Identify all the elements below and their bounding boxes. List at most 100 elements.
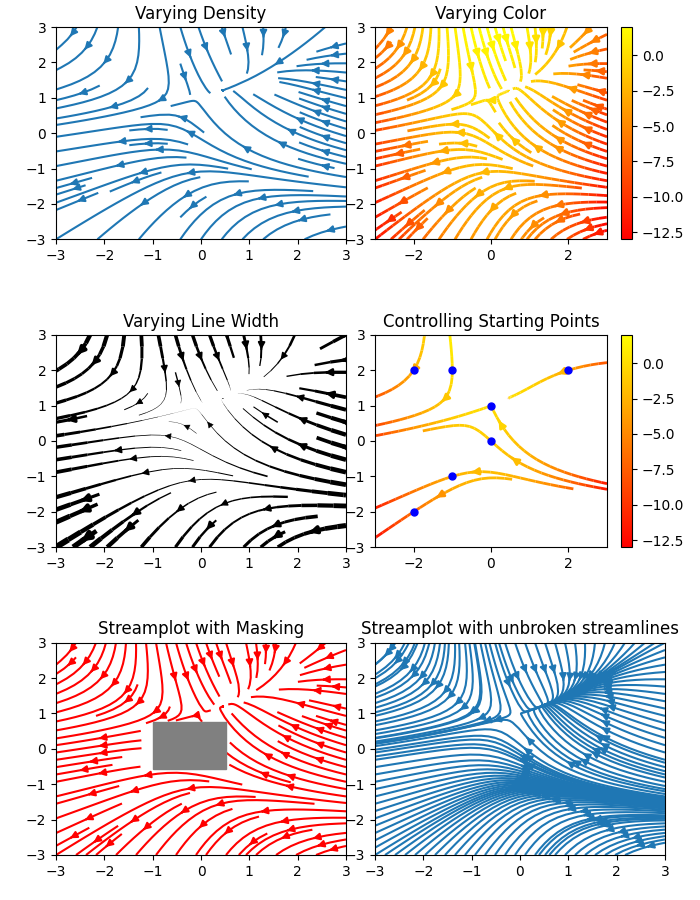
FancyArrowPatch shape — [385, 649, 392, 656]
FancyArrowPatch shape — [136, 698, 144, 705]
FancyArrowPatch shape — [181, 72, 186, 80]
FancyArrowPatch shape — [132, 508, 140, 515]
FancyArrowPatch shape — [573, 760, 581, 767]
FancyArrowPatch shape — [507, 785, 514, 790]
FancyArrowPatch shape — [217, 652, 222, 659]
FancyArrowPatch shape — [566, 802, 573, 808]
FancyArrowPatch shape — [101, 671, 107, 679]
FancyArrowPatch shape — [557, 40, 564, 50]
FancyArrowPatch shape — [298, 702, 304, 707]
FancyArrowPatch shape — [117, 161, 124, 166]
FancyArrowPatch shape — [505, 679, 510, 687]
FancyArrowPatch shape — [281, 818, 288, 824]
FancyArrowPatch shape — [125, 696, 132, 702]
FancyArrowPatch shape — [188, 785, 195, 790]
FancyArrowPatch shape — [540, 192, 547, 197]
FancyArrowPatch shape — [132, 787, 139, 792]
FancyArrowPatch shape — [244, 147, 251, 152]
FancyArrowPatch shape — [519, 780, 525, 787]
FancyArrowPatch shape — [323, 677, 330, 682]
FancyArrowPatch shape — [430, 679, 438, 686]
FancyArrowPatch shape — [100, 734, 106, 740]
FancyArrowPatch shape — [542, 794, 550, 799]
FancyArrowPatch shape — [244, 43, 249, 50]
FancyArrowPatch shape — [261, 772, 268, 778]
FancyArrowPatch shape — [284, 735, 290, 742]
FancyArrowPatch shape — [515, 782, 522, 788]
FancyArrowPatch shape — [499, 421, 505, 429]
FancyArrowPatch shape — [197, 353, 202, 360]
FancyArrowPatch shape — [116, 447, 122, 453]
FancyArrowPatch shape — [554, 797, 560, 803]
FancyArrowPatch shape — [440, 148, 448, 153]
FancyArrowPatch shape — [581, 760, 589, 765]
FancyArrowPatch shape — [217, 800, 224, 806]
FancyArrowPatch shape — [387, 215, 395, 222]
FancyArrowPatch shape — [419, 671, 426, 679]
FancyArrowPatch shape — [106, 840, 113, 846]
FancyArrowPatch shape — [495, 716, 501, 722]
FancyArrowPatch shape — [595, 674, 602, 680]
FancyArrowPatch shape — [512, 779, 519, 785]
Title: Varying Color: Varying Color — [435, 4, 547, 22]
FancyArrowPatch shape — [604, 680, 611, 686]
FancyArrowPatch shape — [583, 672, 589, 680]
FancyArrowPatch shape — [397, 40, 404, 49]
FancyArrowPatch shape — [430, 79, 438, 86]
FancyArrowPatch shape — [99, 770, 106, 775]
FancyArrowPatch shape — [603, 728, 610, 733]
FancyArrowPatch shape — [91, 664, 98, 671]
FancyArrowPatch shape — [603, 822, 610, 827]
FancyArrowPatch shape — [560, 210, 568, 215]
FancyArrowPatch shape — [550, 665, 555, 673]
FancyArrowPatch shape — [314, 111, 321, 115]
FancyArrowPatch shape — [343, 446, 352, 452]
FancyArrowPatch shape — [111, 369, 117, 375]
FancyArrowPatch shape — [552, 796, 559, 801]
FancyArrowPatch shape — [207, 522, 214, 529]
FancyArrowPatch shape — [540, 29, 546, 37]
Title: Streamplot with Masking: Streamplot with Masking — [98, 620, 304, 638]
FancyArrowPatch shape — [80, 89, 87, 94]
FancyArrowPatch shape — [159, 95, 166, 101]
FancyArrowPatch shape — [322, 106, 329, 112]
FancyArrowPatch shape — [608, 668, 615, 674]
FancyArrowPatch shape — [265, 753, 272, 760]
FancyArrowPatch shape — [234, 190, 241, 195]
FancyArrowPatch shape — [165, 434, 171, 439]
FancyArrowPatch shape — [475, 190, 483, 197]
FancyArrowPatch shape — [579, 672, 585, 680]
FancyArrowPatch shape — [542, 792, 549, 797]
FancyArrowPatch shape — [395, 651, 402, 658]
FancyArrowPatch shape — [560, 673, 566, 680]
FancyArrowPatch shape — [157, 147, 163, 152]
FancyArrowPatch shape — [484, 717, 491, 723]
FancyArrowPatch shape — [131, 455, 136, 461]
FancyArrowPatch shape — [69, 416, 76, 421]
FancyArrowPatch shape — [401, 662, 407, 670]
FancyArrowPatch shape — [322, 121, 329, 126]
FancyArrowPatch shape — [328, 392, 335, 398]
FancyArrowPatch shape — [132, 177, 139, 183]
FancyArrowPatch shape — [111, 679, 118, 686]
FancyArrowPatch shape — [596, 735, 603, 742]
FancyArrowPatch shape — [515, 778, 522, 783]
FancyArrowPatch shape — [402, 142, 410, 148]
FancyArrowPatch shape — [622, 832, 629, 837]
FancyArrowPatch shape — [583, 112, 592, 118]
FancyArrowPatch shape — [589, 60, 596, 67]
FancyArrowPatch shape — [604, 671, 612, 677]
FancyArrowPatch shape — [243, 341, 248, 349]
FancyArrowPatch shape — [592, 752, 599, 758]
FancyArrowPatch shape — [574, 672, 580, 680]
FancyArrowPatch shape — [146, 140, 152, 146]
FancyArrowPatch shape — [273, 521, 281, 526]
FancyArrowPatch shape — [255, 652, 260, 660]
FancyArrowPatch shape — [181, 806, 189, 813]
FancyArrowPatch shape — [222, 328, 228, 338]
FancyArrowPatch shape — [202, 43, 207, 50]
FancyArrowPatch shape — [328, 227, 335, 231]
FancyArrowPatch shape — [531, 665, 536, 672]
FancyArrowPatch shape — [132, 815, 139, 822]
FancyArrowPatch shape — [594, 104, 603, 110]
